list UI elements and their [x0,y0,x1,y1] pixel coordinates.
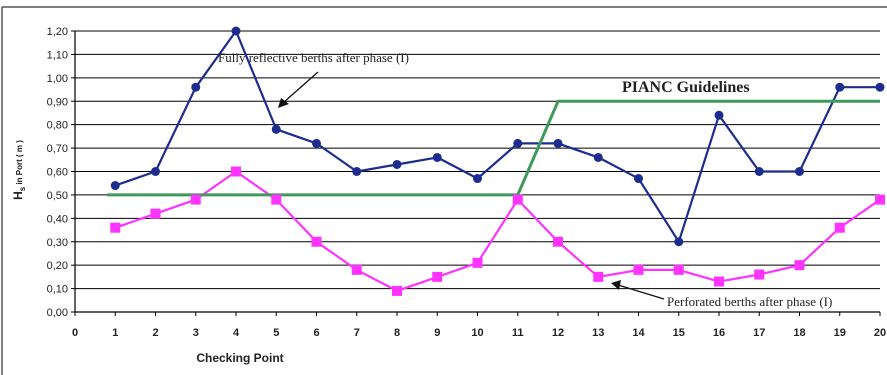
x-tick-label: 12 [552,327,564,339]
data-point-perforated [150,208,161,219]
data-point-fully-reflective [513,138,523,148]
data-point-perforated [351,264,362,275]
x-tick-label: 18 [793,327,805,339]
data-point-perforated [472,257,483,268]
data-point-perforated [673,264,684,275]
annotation-arrow-fully-reflective [283,71,319,103]
axes [71,30,881,316]
y-tick-label: 1,10 [47,49,68,61]
data-point-perforated [311,236,322,247]
data-point-perforated [794,260,805,271]
x-tick-label: 10 [471,327,483,339]
data-point-fully-reflective [473,174,482,184]
data-point-fully-reflective [271,124,281,134]
series-line-fully-reflective [114,29,880,243]
x-tick-label: 3 [193,327,199,339]
data-point-fully-reflective [634,174,643,184]
y-axis-title-rest: in Port ( m ) [15,140,24,187]
data-point-fully-reflective [714,110,724,120]
y-tick-label: 0,20 [47,260,68,272]
x-tick-label: 8 [394,327,400,339]
x-tick-label: 1 [112,327,118,339]
y-tick-label: 1,20 [47,26,68,38]
x-tick-label: 11 [512,327,524,339]
data-point-perforated [714,276,724,287]
data-point-fully-reflective [553,138,563,148]
x-tick-label: 0 [72,327,78,339]
data-point-perforated [834,222,845,233]
data-point-fully-reflective [191,82,201,92]
y-axis-title-sub: s [18,186,27,191]
data-point-fully-reflective [151,167,160,176]
annotation-pianc: PIANC Guidelines [622,79,750,96]
y-tick-label: 0,50 [47,190,68,202]
x-tick-label: 15 [673,327,685,339]
annotation-arrow-perforated [617,284,665,300]
y-tick-label: 0,70 [47,143,68,155]
y-tick-label: 0,80 [47,120,68,132]
x-tick-label: 5 [273,327,279,339]
data-point-perforated [633,264,644,275]
x-tick-label: 4 [233,327,240,339]
data-point-fully-reflective [674,237,684,247]
series-lines [107,29,881,292]
x-tick-label: 17 [753,327,765,339]
y-tick-label: 0,60 [47,167,68,179]
data-point-perforated [110,222,121,233]
data-point-fully-reflective [875,82,885,92]
data-point-fully-reflective [392,159,402,169]
data-point-fully-reflective [795,167,804,176]
data-point-fully-reflective [432,152,442,162]
x-tick-label: 7 [354,327,360,339]
data-point-perforated [553,236,563,247]
x-tick-label: 6 [313,327,319,339]
x-tick-label: 9 [434,327,440,339]
annotation-arrowhead-perforated [611,280,621,290]
series-markers [110,26,885,296]
x-tick-label: 19 [834,327,846,339]
data-point-perforated [271,194,282,205]
annotation-fully-reflective: Fully reflective berths after phase (I) [218,50,409,65]
x-tick-label: 16 [713,327,725,339]
data-point-perforated [190,194,201,205]
y-tick-label: 0,00 [47,307,68,319]
data-point-fully-reflective [352,167,362,176]
series-line-pianc [107,99,880,197]
data-point-perforated [392,285,402,296]
data-point-perforated [593,271,604,282]
data-point-perforated [512,194,523,205]
data-point-perforated [231,166,241,177]
data-point-fully-reflective [754,167,764,176]
data-point-perforated [754,269,765,280]
x-tick-label: 13 [592,327,604,339]
y-axis-title: Hs in Port ( m ) [11,140,27,200]
y-tick-label: 0,90 [47,96,68,108]
y-tick-label: 0,30 [47,237,68,249]
x-tick-label: 14 [632,327,645,339]
tick-labels: 0,00 0,10 0,20 0,30 0,40 0,50 0,60 0,70 0,80 0,90… [47,26,887,339]
y-axis-title-main: H [11,191,25,200]
data-point-fully-reflective [231,26,241,36]
data-point-perforated [875,194,885,205]
data-point-fully-reflective [593,152,603,162]
x-tick-label: 20 [874,327,886,339]
data-point-fully-reflective [312,138,321,148]
annotation-perforated: Perforated berths after phase (I) [667,294,832,309]
data-point-perforated [432,271,443,282]
data-point-fully-reflective [110,181,120,191]
x-tick-label: 2 [152,327,158,339]
y-tick-label: 0,40 [47,213,68,225]
x-axis-title: Checking Point [196,351,283,365]
y-tick-label: 0,10 [47,284,68,296]
data-point-fully-reflective [835,82,845,92]
y-tick-label: 1,00 [47,73,68,85]
annotation-arrowhead-fully-reflective [278,98,289,108]
series-line-perforated [114,170,881,292]
